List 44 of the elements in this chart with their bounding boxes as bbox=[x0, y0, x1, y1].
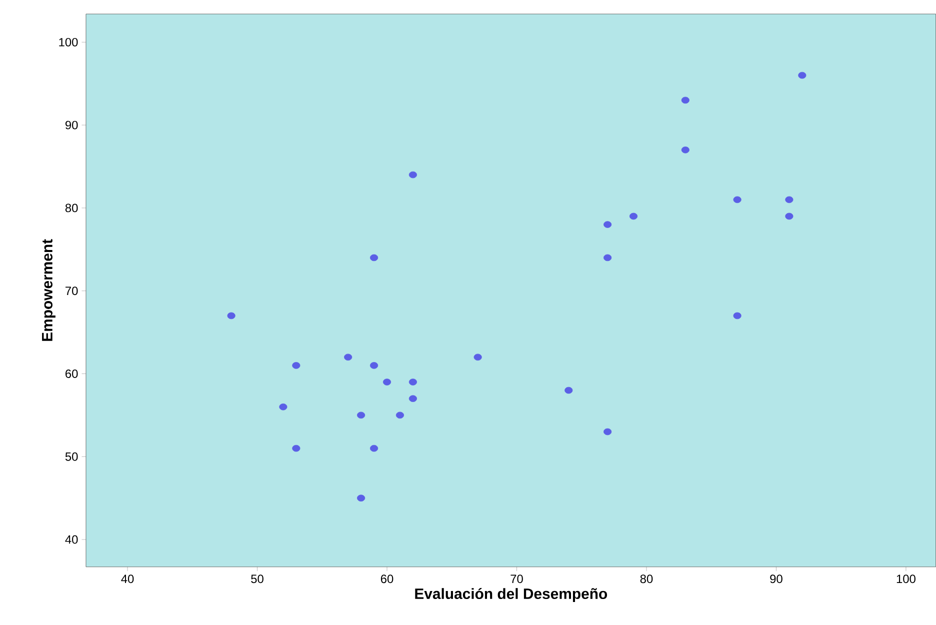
point bbox=[408, 395, 417, 402]
x-tick-label: 100 bbox=[896, 574, 916, 584]
x-axis-title: Evaluación del Desempeño bbox=[415, 588, 608, 602]
y-tick-label: 70 bbox=[66, 286, 78, 296]
point bbox=[344, 354, 352, 361]
point bbox=[370, 362, 378, 369]
point bbox=[785, 212, 794, 220]
y-tick-label: 60 bbox=[66, 370, 78, 378]
y-axis-title: Empowerment bbox=[42, 239, 56, 341]
x-tick-label: 40 bbox=[121, 574, 134, 584]
point bbox=[681, 146, 690, 154]
point bbox=[292, 362, 300, 369]
point bbox=[408, 171, 417, 178]
x-tick-label: 50 bbox=[251, 574, 264, 584]
point bbox=[733, 312, 742, 320]
point bbox=[629, 212, 638, 220]
point bbox=[474, 354, 482, 361]
x-tick-label: 80 bbox=[640, 574, 653, 584]
point bbox=[785, 196, 794, 204]
point bbox=[396, 412, 404, 419]
point bbox=[604, 254, 612, 262]
point bbox=[279, 404, 288, 410]
point bbox=[227, 312, 236, 320]
point bbox=[370, 254, 378, 262]
y-tick-label: 50 bbox=[65, 452, 78, 461]
point bbox=[292, 445, 300, 452]
point bbox=[357, 412, 366, 419]
x-tick-label: 70 bbox=[510, 574, 523, 584]
y-tick-label: 90 bbox=[65, 120, 78, 130]
point bbox=[604, 428, 612, 436]
x-tick-label: 60 bbox=[380, 574, 394, 584]
point bbox=[681, 96, 690, 104]
point bbox=[798, 72, 806, 79]
point bbox=[604, 221, 612, 228]
point bbox=[408, 378, 417, 386]
point bbox=[357, 494, 366, 502]
point bbox=[733, 196, 742, 204]
y-tick-label: 100 bbox=[59, 38, 78, 46]
y-tick-label: 80 bbox=[65, 204, 78, 212]
point bbox=[382, 378, 392, 386]
point bbox=[370, 445, 378, 452]
point bbox=[564, 386, 573, 394]
x-tick-label: 90 bbox=[770, 574, 782, 584]
y-tick-label: 40 bbox=[65, 535, 78, 544]
